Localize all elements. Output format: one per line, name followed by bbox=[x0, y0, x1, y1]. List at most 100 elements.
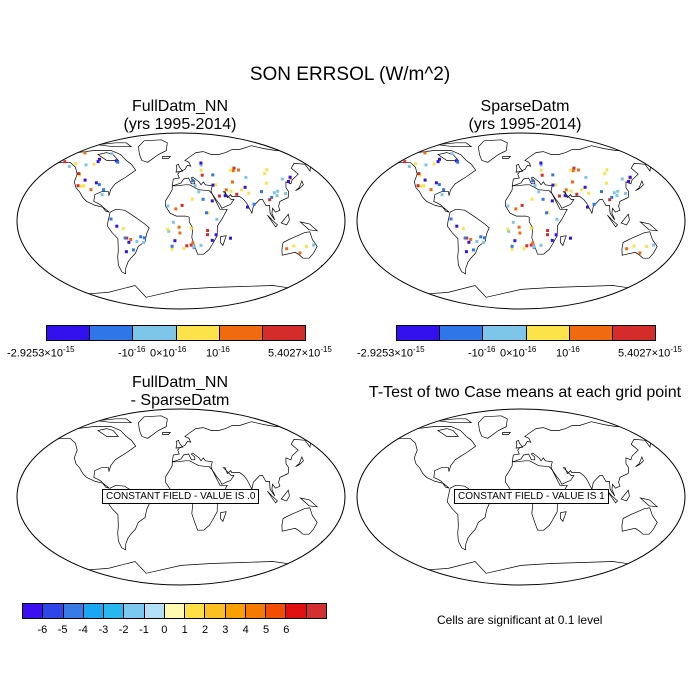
panel4-title-line1: T-Test of two Case means at each grid po… bbox=[368, 384, 682, 401]
grid-cell-marker bbox=[100, 193, 104, 197]
grid-cell-marker bbox=[506, 227, 510, 231]
grid-cell-marker bbox=[292, 244, 296, 248]
grid-cell-marker bbox=[217, 194, 221, 198]
grid-cell-marker bbox=[177, 225, 181, 229]
grid-cell-marker bbox=[83, 151, 87, 155]
coastline bbox=[635, 179, 644, 192]
grid-cell-marker bbox=[288, 175, 292, 179]
grid-cell-marker bbox=[190, 197, 194, 201]
grid-cell-marker bbox=[577, 168, 580, 172]
grid-cell-marker bbox=[110, 152, 114, 156]
grid-cell-marker bbox=[513, 239, 517, 243]
grid-cell-marker bbox=[424, 163, 428, 167]
grid-cell-marker bbox=[189, 243, 193, 247]
colorbar3-swatch-8 bbox=[185, 604, 206, 618]
grid-cell-marker bbox=[206, 229, 210, 232]
grid-cell-marker bbox=[98, 157, 101, 161]
coastline bbox=[280, 489, 290, 502]
grid-cell-marker bbox=[422, 184, 426, 188]
colorbar2-label-max: 5.4027×10-15 bbox=[618, 345, 682, 360]
coastline bbox=[97, 428, 120, 437]
grid-cell-marker bbox=[539, 168, 543, 172]
grid-cell-marker bbox=[77, 172, 81, 176]
grid-cell-marker bbox=[232, 166, 236, 170]
grid-cell-marker bbox=[231, 169, 235, 173]
grid-cell-marker bbox=[178, 231, 182, 235]
grid-cell-marker bbox=[539, 163, 543, 167]
panel3-title-line2: - SparseDatm bbox=[130, 392, 230, 409]
grid-cell-marker bbox=[456, 160, 460, 164]
coastline bbox=[515, 163, 524, 173]
grid-cell-marker bbox=[450, 152, 454, 156]
coastline bbox=[267, 490, 279, 504]
grid-cell-marker bbox=[243, 185, 247, 189]
grid-cell-marker bbox=[479, 235, 483, 239]
panel1-title: FullDatm_NN (yrs 1995-2014) bbox=[40, 98, 320, 134]
grid-cell-marker bbox=[229, 236, 232, 240]
grid-cell-marker bbox=[546, 233, 549, 237]
coastline bbox=[97, 142, 133, 148]
colorbar2-swatch-4 bbox=[569, 326, 613, 340]
grid-cell-marker bbox=[276, 189, 280, 193]
colorbar1-label-max: 5.4027×10-15 bbox=[268, 345, 332, 360]
grid-cell-marker bbox=[586, 205, 589, 209]
grid-cell-marker bbox=[167, 229, 171, 233]
colorbar2-label-zero: 0×10-16 bbox=[500, 345, 537, 360]
colorbar2-label-neg: -10-16 bbox=[468, 345, 496, 360]
grid-cell-marker bbox=[571, 169, 575, 173]
grid-cell-marker bbox=[129, 238, 133, 241]
grid-cell-marker bbox=[605, 168, 609, 172]
coastline bbox=[620, 213, 630, 226]
coastline bbox=[106, 208, 150, 275]
grid-cell-marker bbox=[223, 194, 227, 198]
grid-cell-marker bbox=[229, 189, 233, 193]
colorbar1-swatch-5 bbox=[262, 326, 306, 340]
grid-cell-marker bbox=[125, 236, 129, 240]
coastline bbox=[478, 415, 508, 439]
panel3-title-line1: FullDatm_NN bbox=[131, 374, 228, 391]
grid-cell-marker bbox=[627, 180, 630, 183]
colorbar3-swatch-13 bbox=[286, 604, 307, 618]
grid-cell-marker bbox=[438, 157, 441, 161]
colorbar-difference-tick-label: -5 bbox=[57, 624, 68, 636]
grid-cell-marker bbox=[467, 240, 471, 244]
grid-cell-marker bbox=[229, 168, 232, 172]
grid-cell-marker bbox=[532, 245, 536, 249]
grid-cell-marker bbox=[268, 198, 272, 202]
grid-cell-marker bbox=[436, 160, 440, 164]
grid-cell-marker bbox=[628, 175, 632, 179]
grid-cell-marker bbox=[557, 194, 561, 198]
grid-cell-marker bbox=[191, 241, 195, 245]
grid-cell-marker bbox=[170, 244, 174, 248]
coastline bbox=[437, 418, 473, 424]
grid-cell-marker bbox=[83, 178, 87, 182]
grid-cell-marker bbox=[507, 229, 511, 233]
significance-note: Cells are significant at 0.1 level bbox=[437, 613, 603, 627]
grid-cell-marker bbox=[550, 238, 554, 242]
grid-cell-marker bbox=[600, 190, 603, 194]
coastline bbox=[165, 184, 228, 255]
grid-cell-marker bbox=[252, 202, 256, 206]
map-border bbox=[16, 132, 346, 310]
colorbar2-label-min: -2.9253×10-15 bbox=[357, 345, 425, 360]
grid-cell-marker bbox=[482, 236, 486, 240]
grid-cell-marker bbox=[550, 199, 554, 203]
grid-cell-marker bbox=[482, 241, 486, 244]
coastline bbox=[175, 439, 184, 449]
grid-cell-marker bbox=[455, 224, 459, 228]
grid-cell-marker bbox=[414, 162, 417, 166]
grid-cell-marker bbox=[580, 188, 584, 192]
coastline bbox=[639, 497, 659, 508]
grid-cell-marker bbox=[76, 184, 80, 188]
grid-cell-marker bbox=[564, 188, 568, 192]
colorbar1-swatch-0 bbox=[47, 326, 91, 340]
coastline bbox=[560, 235, 567, 247]
grid-cell-marker bbox=[463, 236, 467, 240]
coastline bbox=[621, 231, 658, 259]
colorbar3-swatch-7 bbox=[164, 604, 186, 618]
coastline bbox=[502, 156, 512, 159]
grid-cell-marker bbox=[206, 233, 209, 237]
grid-cell-marker bbox=[124, 250, 128, 254]
grid-cell-marker bbox=[616, 189, 620, 193]
grid-cell-marker bbox=[645, 245, 648, 248]
